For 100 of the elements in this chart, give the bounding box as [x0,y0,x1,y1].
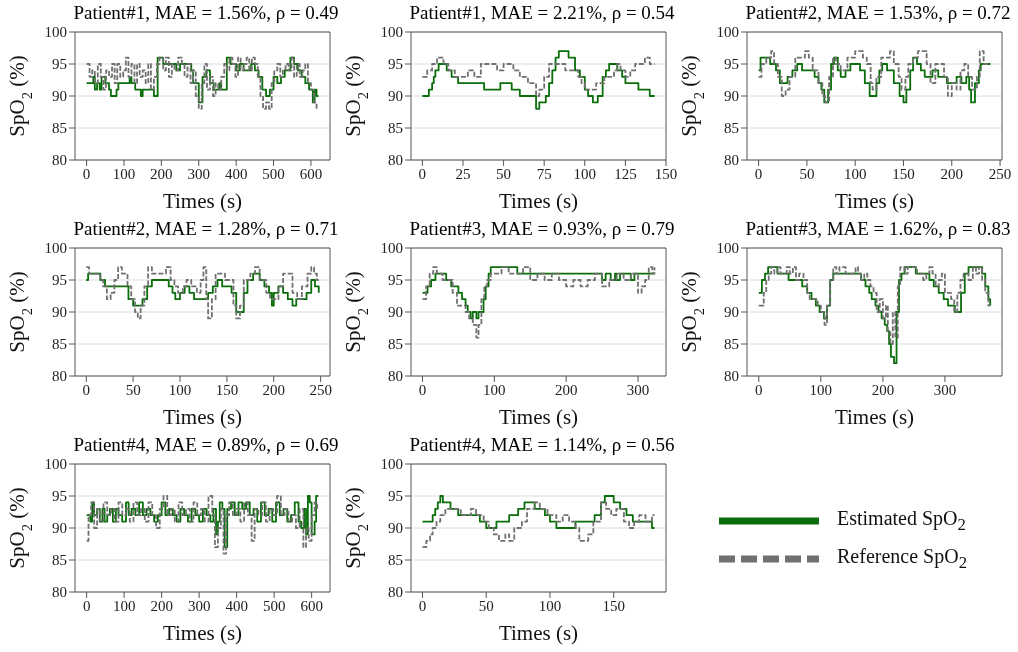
x-tick-label: 200 [940,165,964,182]
x-tick-label: 50 [125,381,141,398]
x-tick-label: 50 [478,597,494,614]
x-tick-label: 200 [150,597,173,614]
y-tick-label: 90 [724,304,739,321]
y-tick-label: 90 [724,88,739,105]
y-tick-label: 95 [724,56,739,73]
chart-title: Patient#4, MAE = 0.89%, ρ = 0.69 [72,434,340,456]
y-tick-label: 90 [52,520,67,537]
chart-title: Patient#1, MAE = 1.56%, ρ = 0.49 [72,2,340,24]
x-axis-title: Times (s) [498,189,579,213]
chart-title: Patient#2, MAE = 1.28%, ρ = 0.71 [72,218,340,240]
x-tick-label: 150 [654,165,678,182]
y-tick-label: 80 [724,368,739,385]
y-tick-label: 100 [716,240,739,257]
y-tick-label: 80 [52,368,67,385]
y-tick-label: 80 [388,584,403,601]
x-axis-title: Times (s) [162,405,243,429]
x-tick-label: 500 [262,165,285,182]
x-tick-label: 300 [626,381,650,398]
chart-title: Patient#4, MAE = 1.14%, ρ = 0.56 [408,434,676,456]
y-tick-label: 95 [724,272,739,289]
x-tick-label: 100 [843,165,867,182]
y-tick-label: 90 [388,88,403,105]
x-axis-title: Times (s) [834,189,915,213]
y-tick-label: 100 [716,24,739,41]
chart-title: Patient#2, MAE = 1.53%, ρ = 0.72 [744,2,1012,24]
x-tick-label: 500 [262,597,286,614]
x-tick-label: 0 [82,381,90,398]
y-tick-label: 85 [724,336,739,353]
y-tick-label: 85 [724,120,739,137]
x-tick-label: 125 [614,165,637,182]
x-tick-label: 50 [496,165,512,182]
x-tick-label: 0 [755,381,763,398]
y-tick-label: 85 [52,336,67,353]
x-tick-label: 100 [168,381,192,398]
y-tick-label: 95 [52,488,67,505]
y-tick-label: 80 [52,584,67,601]
x-tick-label: 400 [224,165,248,182]
x-tick-label: 600 [299,165,323,182]
y-tick-label: 80 [388,152,403,169]
y-tick-label: 95 [388,56,403,73]
y-tick-label: 100 [380,24,403,41]
legend-label: Reference SpO$_{2}$ [837,545,967,573]
y-tick-label: 80 [388,368,403,385]
x-tick-label: 0 [82,597,91,614]
x-tick-label: 100 [573,165,597,182]
x-axis-title: Times (s) [498,621,579,645]
y-tick-label: 85 [52,120,67,137]
y-tick-label: 80 [724,152,739,169]
x-tick-label: 100 [538,597,562,614]
x-tick-label: 100 [809,381,833,398]
x-tick-label: 200 [554,381,578,398]
x-axis-title: Times (s) [162,621,243,645]
y-tick-label: 100 [44,240,67,257]
y-tick-label: 100 [44,24,67,41]
x-tick-label: 400 [225,597,248,614]
chart-title: Patient#3, MAE = 1.62%, ρ = 0.83 [744,218,1012,240]
y-tick-label: 95 [388,488,403,505]
y-tick-label: 100 [44,456,67,473]
y-tick-label: 85 [388,552,403,569]
x-tick-label: 25 [455,165,471,182]
x-tick-label: 100 [112,597,136,614]
chart-title: Patient#3, MAE = 0.93%, ρ = 0.79 [408,218,676,240]
y-tick-label: 90 [388,304,403,321]
x-tick-label: 0 [754,165,763,182]
x-tick-label: 200 [150,165,173,182]
y-tick-label: 90 [388,520,403,537]
y-tick-label: 100 [380,456,403,473]
x-tick-label: 300 [933,381,957,398]
y-tick-label: 100 [380,240,403,257]
x-tick-label: 200 [262,381,285,398]
y-tick-label: 90 [52,304,67,321]
x-tick-label: 50 [799,165,815,182]
x-tick-label: 200 [871,381,895,398]
y-tick-label: 90 [52,88,67,105]
y-tick-label: 85 [388,336,403,353]
y-tick-label: 85 [52,552,67,569]
x-tick-label: 0 [82,165,91,182]
x-axis-title: Times (s) [834,405,915,429]
y-tick-label: 85 [388,120,403,137]
y-tick-label: 80 [52,152,67,169]
x-tick-label: 150 [892,165,915,182]
x-tick-label: 0 [418,381,427,398]
x-tick-label: 0 [418,165,427,182]
y-tick-label: 95 [52,56,67,73]
x-tick-label: 100 [112,165,136,182]
x-tick-label: 0 [418,597,427,614]
x-tick-label: 300 [187,165,211,182]
y-tick-label: 95 [52,272,67,289]
y-tick-label: 95 [388,272,403,289]
x-tick-label: 150 [602,597,625,614]
legend-label: Estimated SpO$_{2}$ [837,507,966,535]
x-tick-label: 150 [215,381,239,398]
x-axis-title: Times (s) [162,189,243,213]
x-tick-label: 600 [300,597,323,614]
x-tick-label: 250 [988,165,1012,182]
chart-title: Patient#1, MAE = 2.21%, ρ = 0.54 [408,2,676,24]
x-tick-label: 250 [309,381,332,398]
x-tick-label: 75 [536,165,552,182]
